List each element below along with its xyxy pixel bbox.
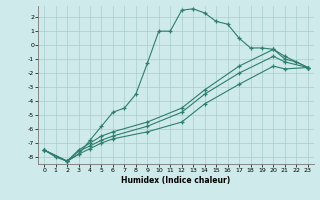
X-axis label: Humidex (Indice chaleur): Humidex (Indice chaleur) [121,176,231,185]
